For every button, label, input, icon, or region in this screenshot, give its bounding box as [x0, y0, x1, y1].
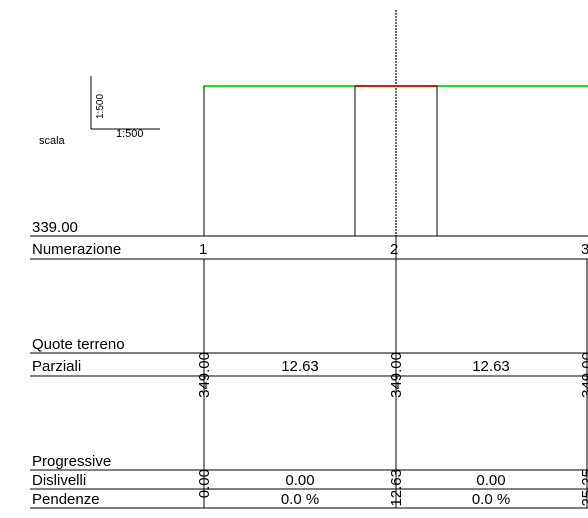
segment-pendenza: 0.0 % — [281, 491, 319, 508]
segment-pendenza: 0.0 % — [472, 491, 510, 508]
row-label-quote-terreno: Quote terreno — [32, 336, 125, 353]
row-label-numerazione: Numerazione — [32, 241, 121, 258]
row-label-progressive: Progressive — [32, 453, 111, 470]
row-label-parziali: Parziali — [32, 358, 81, 375]
segment-parziale: 12.63 — [281, 358, 319, 375]
section-quota: 349.00 — [196, 352, 213, 398]
datum-elevation: 339.00 — [32, 219, 78, 236]
section-progressiva: 0.00 — [196, 469, 213, 498]
segment-parziale: 12.63 — [472, 358, 510, 375]
scale-vertical-label: 1:500 — [95, 94, 106, 119]
section-number: 2 — [390, 241, 398, 258]
segment-dislivello: 0.00 — [285, 472, 314, 489]
row-label-pendenze: Pendenze — [32, 491, 100, 508]
segment-dislivello: 0.00 — [476, 472, 505, 489]
row-label-dislivelli: Dislivelli — [32, 472, 86, 489]
section-quota: 349.00 — [388, 352, 405, 398]
section-quota: 349.00 — [579, 352, 588, 398]
scale-horizontal-label: 1:500 — [116, 128, 144, 140]
scale-label: scala — [39, 135, 66, 147]
section-number: 3 — [581, 241, 588, 258]
section-number: 1 — [199, 241, 207, 258]
section-progressiva: 12.63 — [388, 469, 405, 507]
section-progressiva: 25.25 — [579, 469, 588, 507]
